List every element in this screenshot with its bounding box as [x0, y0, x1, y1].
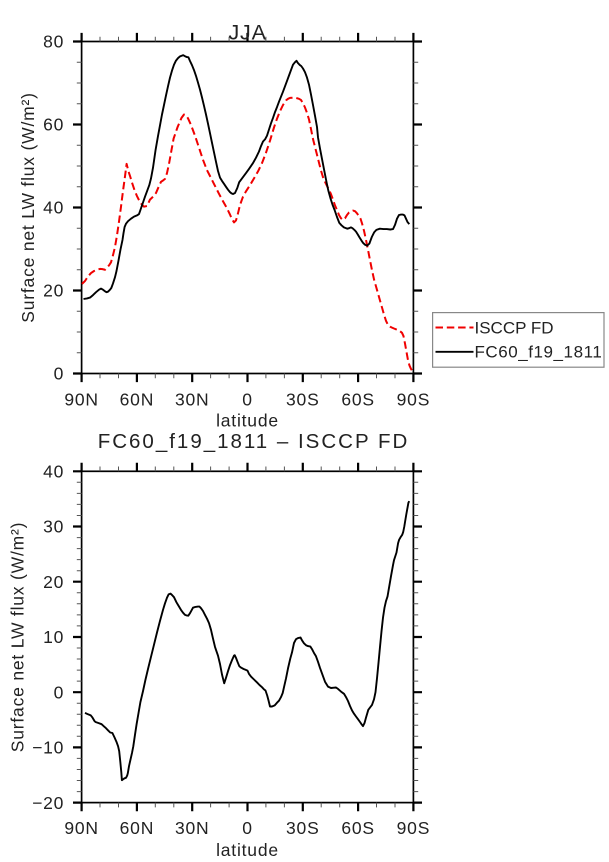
svg-text:90S: 90S	[397, 818, 431, 838]
svg-text:Surface net LW flux (W/m²): Surface net LW flux (W/m²)	[18, 92, 38, 323]
svg-text:20: 20	[43, 281, 64, 301]
svg-text:30S: 30S	[286, 818, 320, 838]
svg-text:−20: −20	[32, 793, 64, 813]
svg-text:60N: 60N	[120, 818, 155, 838]
svg-text:90N: 90N	[64, 818, 99, 838]
svg-text:JJA: JJA	[228, 20, 266, 44]
svg-text:60S: 60S	[341, 389, 375, 409]
svg-text:30: 30	[43, 517, 64, 537]
svg-text:latitude: latitude	[216, 840, 279, 860]
svg-text:30S: 30S	[286, 389, 320, 409]
svg-text:60S: 60S	[341, 818, 375, 838]
svg-text:−10: −10	[32, 738, 64, 758]
svg-text:FC60_f19_1811: FC60_f19_1811	[475, 343, 603, 362]
svg-text:0: 0	[242, 818, 253, 838]
svg-text:0: 0	[54, 682, 65, 702]
svg-text:90S: 90S	[397, 389, 431, 409]
svg-text:ISCCP FD: ISCCP FD	[475, 318, 554, 337]
svg-text:90N: 90N	[64, 389, 99, 409]
svg-text:40: 40	[43, 462, 64, 482]
svg-text:60: 60	[43, 115, 64, 135]
svg-text:latitude: latitude	[216, 410, 279, 430]
svg-text:60N: 60N	[120, 389, 155, 409]
svg-text:20: 20	[43, 572, 64, 592]
svg-text:0: 0	[242, 389, 253, 409]
svg-text:30N: 30N	[175, 818, 210, 838]
svg-text:10: 10	[43, 627, 64, 647]
svg-text:40: 40	[43, 198, 64, 218]
svg-text:30N: 30N	[175, 389, 210, 409]
svg-text:Surface net LW flux (W/m²): Surface net LW flux (W/m²)	[7, 522, 27, 753]
svg-text:0: 0	[54, 364, 65, 384]
svg-text:80: 80	[43, 32, 64, 52]
svg-text:FC60_f19_1811 – ISCCP FD: FC60_f19_1811 – ISCCP FD	[98, 430, 410, 453]
